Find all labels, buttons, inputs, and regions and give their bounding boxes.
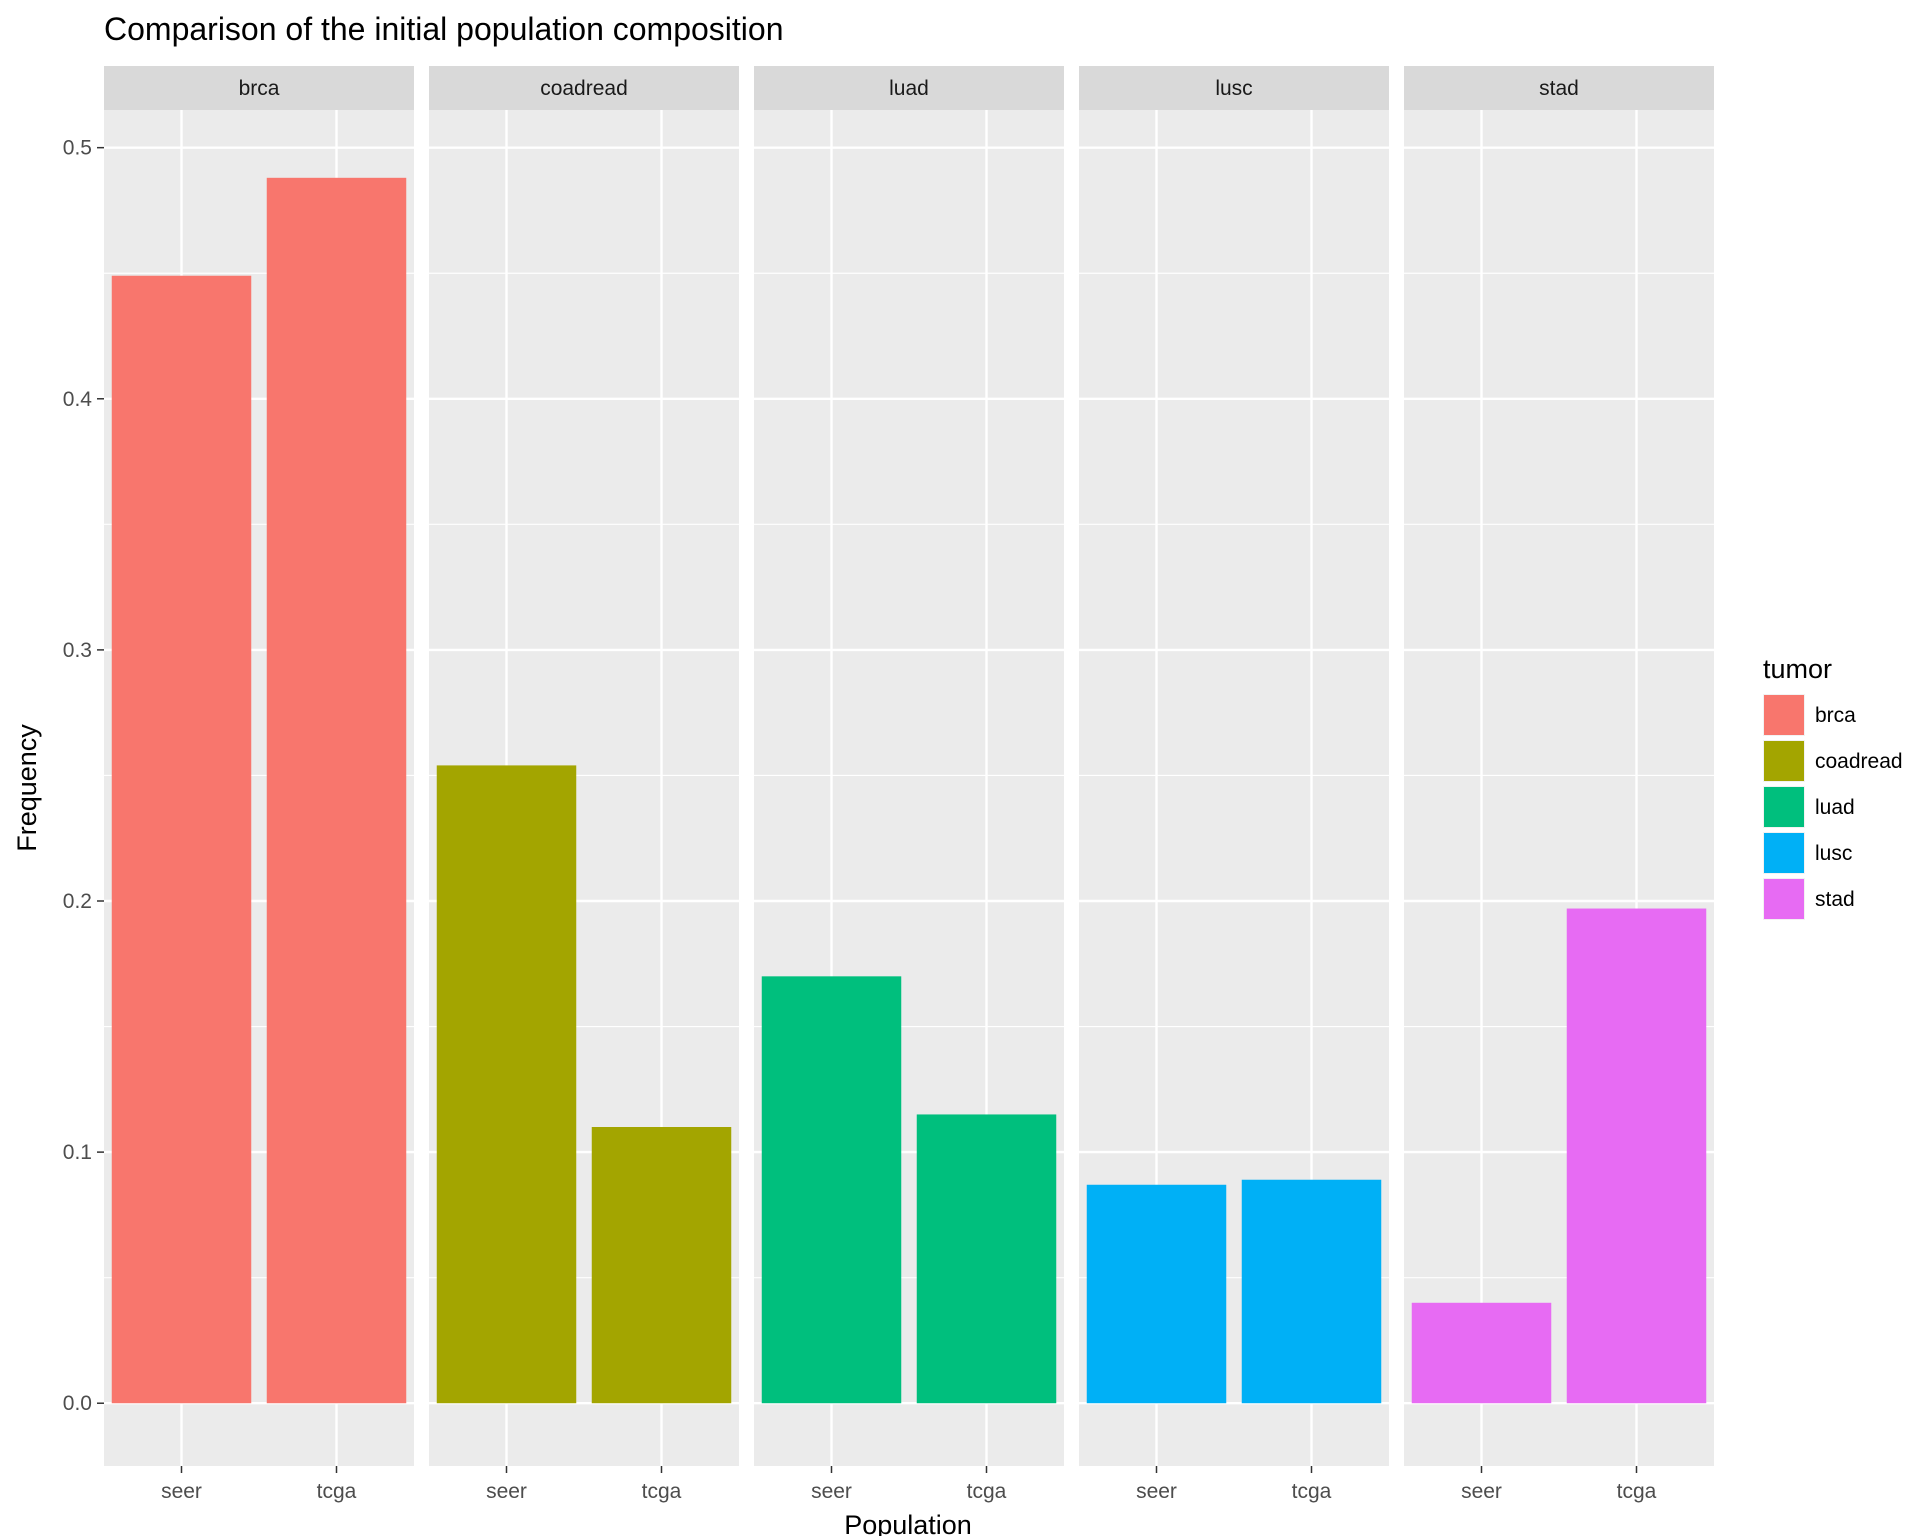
- legend-label: stad: [1815, 888, 1855, 911]
- y-axis-title: Frequency: [12, 724, 42, 852]
- legend: tumor brca coadread luad lusc stad: [1763, 654, 1903, 920]
- facet-strip-label: coadread: [540, 77, 628, 100]
- y-tick-label: 0.3: [63, 639, 92, 662]
- x-tick-label: seer: [1461, 1480, 1502, 1503]
- x-tick-label: seer: [811, 1480, 852, 1503]
- x-tick-label: seer: [1136, 1480, 1177, 1503]
- x-tick-label: tcga: [967, 1480, 1007, 1503]
- x-axis-title: Population: [844, 1510, 972, 1536]
- facet-strip: [1079, 66, 1389, 110]
- x-tick-label: tcga: [1292, 1480, 1332, 1503]
- x-tick-label: tcga: [1617, 1480, 1657, 1503]
- y-tick-label: 0.2: [63, 890, 92, 913]
- bar-lusc-seer: [1086, 1184, 1227, 1404]
- chart-title: Comparison of the initial population com…: [104, 11, 784, 47]
- y-tick-label: 0.0: [63, 1392, 92, 1415]
- facet-panel-stad: stad seer tcga: [1404, 66, 1714, 1503]
- facet-panel-lusc: lusc seer tcga: [1079, 66, 1389, 1503]
- facet-panel-luad: luad seer tcga: [754, 66, 1064, 1503]
- legend-item-luad: luad: [1763, 786, 1855, 828]
- facet-strip: [429, 66, 739, 110]
- facet-panel-coadread: coadread seer tcga: [429, 66, 739, 1503]
- facet-strip-label: luad: [889, 77, 929, 100]
- x-tick-label: tcga: [317, 1480, 357, 1503]
- facet-strip-label: lusc: [1215, 77, 1252, 100]
- facet-strip-label: brca: [239, 77, 280, 100]
- facet-strip: [104, 66, 414, 110]
- legend-swatch: [1764, 879, 1804, 919]
- facet-strip: [754, 66, 1064, 110]
- legend-swatch: [1764, 787, 1804, 827]
- facet-panels: brca seer tcga coadread seer tcga luad seer tcga…: [63, 66, 1714, 1503]
- x-tick-label: seer: [161, 1480, 202, 1503]
- legend-item-stad: stad: [1763, 878, 1855, 920]
- bar-brca-tcga: [266, 177, 407, 1404]
- legend-label: coadread: [1815, 750, 1903, 773]
- legend-item-lusc: lusc: [1763, 832, 1852, 874]
- legend-swatch: [1764, 741, 1804, 781]
- legend-label: brca: [1815, 704, 1856, 727]
- bar-lusc-tcga: [1241, 1179, 1382, 1404]
- y-tick-label: 0.1: [63, 1141, 92, 1164]
- y-axis: 0.0 0.1 0.2 0.3 0.4 0.5: [63, 137, 104, 1415]
- legend-item-brca: brca: [1763, 694, 1856, 736]
- y-tick-label: 0.5: [63, 137, 92, 160]
- x-tick-label: tcga: [642, 1480, 682, 1503]
- facet-panel-brca: brca seer tcga: [104, 66, 414, 1503]
- legend-title: tumor: [1763, 654, 1832, 684]
- legend-swatch: [1764, 695, 1804, 735]
- x-tick-label: seer: [486, 1480, 527, 1503]
- bar-luad-tcga: [916, 1114, 1057, 1404]
- bar-luad-seer: [761, 976, 902, 1404]
- bar-brca-seer: [111, 275, 252, 1404]
- y-tick-label: 0.4: [63, 388, 93, 411]
- facet-strip-label: stad: [1539, 77, 1579, 100]
- bar-coadread-tcga: [591, 1127, 732, 1404]
- bar-stad-seer: [1411, 1302, 1552, 1404]
- legend-item-coadread: coadread: [1763, 740, 1903, 782]
- legend-label: luad: [1815, 796, 1855, 819]
- legend-swatch: [1764, 833, 1804, 873]
- bar-coadread-seer: [436, 765, 577, 1404]
- facet-strip: [1404, 66, 1714, 110]
- legend-label: lusc: [1815, 842, 1852, 865]
- bar-stad-tcga: [1566, 908, 1707, 1404]
